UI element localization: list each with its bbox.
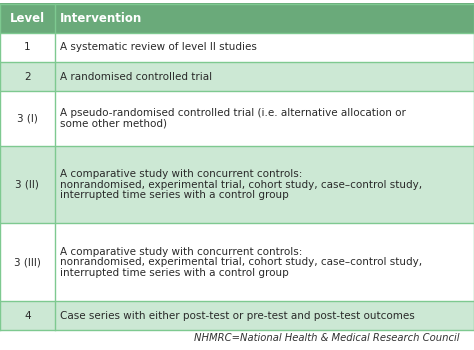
Text: A comparative study with concurrent controls:: A comparative study with concurrent cont… xyxy=(60,169,302,179)
Text: A randomised controlled trial: A randomised controlled trial xyxy=(60,72,212,82)
Text: 2: 2 xyxy=(24,72,30,82)
Text: some other method): some other method) xyxy=(60,119,167,129)
Bar xyxy=(0,301,474,330)
Text: A pseudo-randomised controlled trial (i.e. alternative allocation or: A pseudo-randomised controlled trial (i.… xyxy=(60,108,406,118)
Bar xyxy=(0,91,474,146)
Text: nonrandomised, experimental trial, cohort study, case–control study,: nonrandomised, experimental trial, cohor… xyxy=(60,180,422,190)
Bar xyxy=(0,146,474,223)
Text: 3 (II): 3 (II) xyxy=(15,180,39,190)
Text: interrupted time series with a control group: interrupted time series with a control g… xyxy=(60,268,289,278)
Text: 3 (I): 3 (I) xyxy=(17,113,38,124)
Text: 1: 1 xyxy=(24,42,30,52)
Text: interrupted time series with a control group: interrupted time series with a control g… xyxy=(60,190,289,200)
Text: 3 (III): 3 (III) xyxy=(14,257,41,267)
Bar xyxy=(0,4,474,33)
Bar xyxy=(0,223,474,301)
Text: A systematic review of level II studies: A systematic review of level II studies xyxy=(60,42,257,52)
Bar xyxy=(0,62,474,91)
Bar xyxy=(0,33,474,62)
Text: A comparative study with concurrent controls:: A comparative study with concurrent cont… xyxy=(60,247,302,257)
Text: Case series with either post-test or pre-test and post-test outcomes: Case series with either post-test or pre… xyxy=(60,311,415,321)
Text: nonrandomised, experimental trial, cohort study, case–control study,: nonrandomised, experimental trial, cohor… xyxy=(60,257,422,267)
Text: Intervention: Intervention xyxy=(60,12,143,24)
Text: NHMRC=National Health & Medical Research Council: NHMRC=National Health & Medical Research… xyxy=(194,334,460,343)
Text: 4: 4 xyxy=(24,311,30,321)
Text: Level: Level xyxy=(9,12,45,24)
